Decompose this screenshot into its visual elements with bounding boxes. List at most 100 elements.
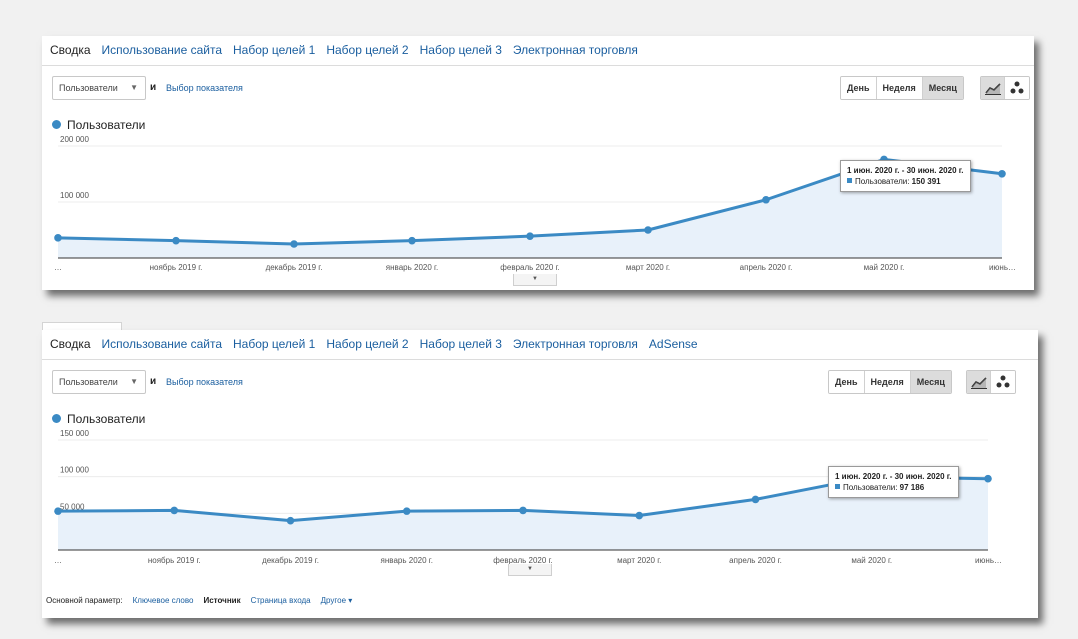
motion-chart-icon xyxy=(996,375,1010,388)
y-tick-label: 100 000 xyxy=(60,466,89,475)
chart-type-toggle xyxy=(966,370,1016,394)
data-point[interactable] xyxy=(54,507,62,515)
legend-label: Пользователи xyxy=(67,118,146,132)
tooltip-title: 1 июн. 2020 г. - 30 июн. 2020 г. xyxy=(847,166,964,175)
and-label: и xyxy=(150,376,157,387)
tooltip-row: Пользователи: 97 186 xyxy=(835,482,952,493)
data-point[interactable] xyxy=(751,495,760,504)
y-tick-label: 200 000 xyxy=(60,135,89,144)
data-tooltip: 1 июн. 2020 г. - 30 июн. 2020 г. Пользова… xyxy=(828,466,959,498)
data-point[interactable] xyxy=(635,511,644,520)
caret-down-icon: ▼ xyxy=(130,83,138,92)
x-tick-label: июнь… xyxy=(989,263,1016,272)
line-chart-button[interactable] xyxy=(967,371,991,393)
chart-drawer-toggle[interactable]: ▼ xyxy=(508,564,552,576)
period-button[interactable]: Неделя xyxy=(876,77,923,99)
motion-chart-icon xyxy=(1010,81,1024,94)
data-point[interactable] xyxy=(402,507,411,515)
data-point[interactable] xyxy=(408,236,416,245)
tooltip-title: 1 июн. 2020 г. - 30 июн. 2020 г. xyxy=(835,472,952,481)
report-tab[interactable]: AdSense xyxy=(648,337,698,351)
x-tick-label: апрель 2020 г. xyxy=(729,556,782,565)
dimension-option[interactable]: Источник xyxy=(203,596,241,605)
x-tick-label: январь 2020 г. xyxy=(381,556,433,565)
x-tick-label: май 2020 г. xyxy=(851,556,892,565)
and-label: и xyxy=(150,82,157,93)
data-point[interactable] xyxy=(762,195,770,204)
data-point[interactable] xyxy=(644,226,652,234)
select-metric-link[interactable]: Выбор показателя xyxy=(166,377,243,387)
report-tab[interactable]: Набор целей 2 xyxy=(326,43,409,57)
line-chart-button[interactable] xyxy=(981,77,1005,99)
y-tick-label: 150 000 xyxy=(60,429,89,438)
select-metric-link[interactable]: Выбор показателя xyxy=(166,83,243,93)
report-tab[interactable]: Набор целей 2 xyxy=(326,337,409,351)
data-point[interactable] xyxy=(172,236,180,245)
report-tab[interactable]: Набор целей 1 xyxy=(233,43,316,57)
legend-dot-icon xyxy=(52,414,61,423)
period-toggle: День Неделя Месяц xyxy=(840,76,964,100)
analytics-panel-2: Сводка Использование сайта Набор целей 1 На… xyxy=(42,330,1038,618)
report-tab[interactable]: Набор целей 3 xyxy=(419,43,502,57)
chart-legend: Пользователи xyxy=(52,412,145,426)
x-tick-label: … xyxy=(54,556,62,565)
y-tick-label: 50 000 xyxy=(60,502,85,511)
period-button[interactable]: Месяц xyxy=(910,371,951,393)
tooltip-row: Пользователи: 150 391 xyxy=(847,176,964,187)
data-point[interactable] xyxy=(170,506,179,515)
period-button[interactable]: Месяц xyxy=(922,77,963,99)
y-tick-label: 100 000 xyxy=(60,191,89,200)
x-tick-label: март 2020 г. xyxy=(626,263,670,272)
report-tab[interactable]: Сводка xyxy=(50,43,91,57)
period-button[interactable]: Неделя xyxy=(864,371,911,393)
dimension-option[interactable]: Другое ▾ xyxy=(320,596,353,605)
tooltip-label: Пользователи: xyxy=(855,177,910,186)
data-point[interactable] xyxy=(286,516,295,525)
period-button[interactable]: День xyxy=(841,77,877,99)
report-tab[interactable]: Набор целей 1 xyxy=(233,337,316,351)
metric-select[interactable]: Пользователи ▼ xyxy=(52,370,146,394)
data-point[interactable] xyxy=(54,234,62,242)
period-button[interactable]: День xyxy=(829,371,865,393)
legend-dot-icon xyxy=(52,120,61,129)
series-swatch-icon xyxy=(847,178,852,183)
motion-chart-button[interactable] xyxy=(991,371,1015,393)
x-tick-label: апрель 2020 г. xyxy=(740,263,793,272)
x-tick-label: ноябрь 2019 г. xyxy=(148,556,201,565)
data-point[interactable] xyxy=(519,506,527,515)
period-toggle: День Неделя Месяц xyxy=(828,370,952,394)
x-tick-label: май 2020 г. xyxy=(864,263,905,272)
report-tab[interactable]: Набор целей 3 xyxy=(419,337,502,351)
report-tabs: Сводка Использование сайта Набор целей 1 На… xyxy=(42,330,1038,360)
data-point[interactable] xyxy=(290,240,298,248)
motion-chart-button[interactable] xyxy=(1005,77,1029,99)
x-tick-label: декабрь 2019 г. xyxy=(262,556,319,565)
tooltip-value: 150 391 xyxy=(911,177,941,186)
x-tick-label: февраль 2020 г. xyxy=(493,556,552,565)
metric-select-value: Пользователи xyxy=(59,377,118,387)
caret-down-icon: ▼ xyxy=(130,377,138,386)
report-tab[interactable]: Электронная торговля xyxy=(512,337,638,351)
dimension-option[interactable]: Ключевое слово xyxy=(132,596,194,605)
chart-controls: Пользователи ▼ и Выбор показателя День Неделя… xyxy=(52,76,1030,102)
report-tab[interactable]: Электронная торговля xyxy=(512,43,638,57)
report-tab[interactable]: Использование сайта xyxy=(101,43,223,57)
x-tick-label: ноябрь 2019 г. xyxy=(150,263,203,272)
report-tabs: Сводка Использование сайта Набор целей 1 На… xyxy=(42,36,1034,66)
metric-select[interactable]: Пользователи ▼ xyxy=(52,76,146,100)
x-tick-label: январь 2020 г. xyxy=(386,263,438,272)
series-area xyxy=(58,159,1002,258)
report-tab[interactable]: Использование сайта xyxy=(101,337,223,351)
series-swatch-icon xyxy=(835,484,840,489)
line-chart-icon xyxy=(971,377,987,389)
hidden-tab-edge xyxy=(42,322,122,332)
data-point[interactable] xyxy=(984,474,992,483)
report-tab[interactable]: Сводка xyxy=(50,337,91,351)
chart-drawer-toggle[interactable]: ▼ xyxy=(513,274,557,286)
dimension-option[interactable]: Страница входа xyxy=(250,596,311,605)
line-chart-icon xyxy=(985,83,1001,95)
data-point[interactable] xyxy=(998,169,1006,178)
data-point[interactable] xyxy=(526,232,534,240)
legend-label: Пользователи xyxy=(67,412,146,426)
metric-select-value: Пользователи xyxy=(59,83,118,93)
